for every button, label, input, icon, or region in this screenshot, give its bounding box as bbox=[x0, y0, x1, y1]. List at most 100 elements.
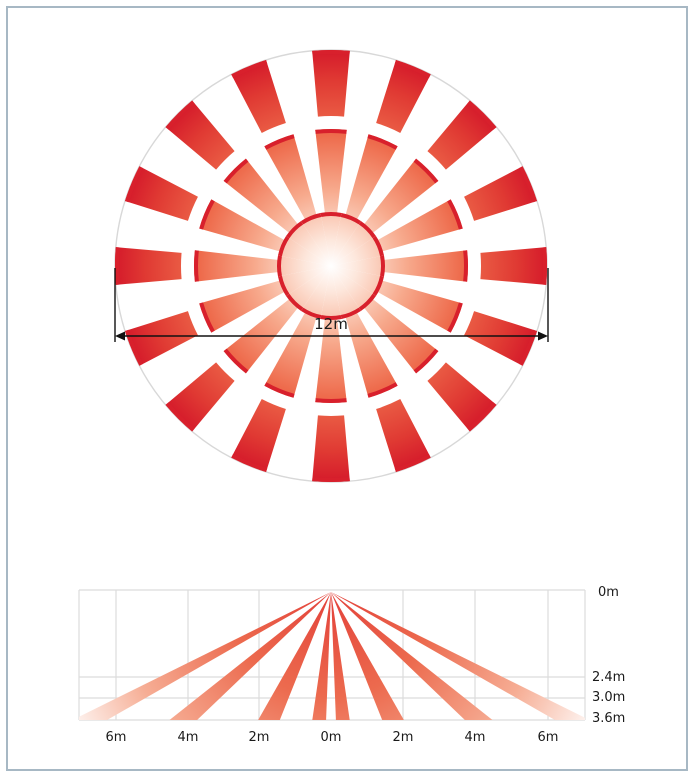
detection-zone-edge bbox=[312, 49, 350, 55]
detection-zone bbox=[331, 266, 384, 296]
detection-zone-edge bbox=[264, 134, 295, 150]
detection-zone-edge bbox=[367, 382, 398, 398]
detection-zone bbox=[331, 213, 361, 266]
height-labels: 0m 2.4m 3.0m 3.6m bbox=[592, 585, 625, 726]
distance-label: 6m bbox=[106, 730, 127, 745]
detection-zone bbox=[427, 100, 497, 170]
detection-zone bbox=[125, 166, 198, 221]
detection-zone-edge bbox=[286, 221, 304, 239]
distance-label: 2m bbox=[249, 730, 270, 745]
detection-zone-edge bbox=[340, 307, 362, 319]
detection-zone bbox=[277, 255, 331, 277]
detection-zone-edge bbox=[519, 166, 538, 203]
detection-zone-edge bbox=[320, 315, 342, 320]
detection-zone bbox=[331, 221, 376, 266]
detection-zone bbox=[331, 250, 468, 282]
detection-zone bbox=[125, 311, 198, 366]
distance-label: 4m bbox=[465, 730, 486, 745]
detection-zone bbox=[320, 212, 342, 266]
detection-zone bbox=[320, 266, 342, 320]
detection-zone-edge bbox=[231, 454, 268, 473]
detection-zone bbox=[331, 266, 361, 319]
detection-zone-edge bbox=[277, 255, 282, 277]
height-label: 3.6m bbox=[592, 711, 625, 726]
detection-zone bbox=[427, 362, 497, 432]
detection-zone bbox=[312, 49, 350, 117]
detection-zone bbox=[278, 236, 331, 266]
detection-zone-edge bbox=[372, 275, 384, 297]
detection-zone-edge bbox=[447, 302, 463, 333]
height-label: 0m bbox=[598, 585, 619, 600]
side-beam bbox=[331, 592, 404, 720]
detection-zone-edge bbox=[467, 100, 497, 130]
arrow-right-icon bbox=[538, 331, 548, 341]
arrow-left-icon bbox=[115, 331, 125, 341]
detection-zone bbox=[312, 415, 350, 483]
diameter-label: 12m bbox=[314, 315, 348, 333]
detection-zone-edge bbox=[519, 329, 538, 366]
detection-zone bbox=[331, 266, 376, 311]
side-beam bbox=[169, 592, 331, 720]
detection-zone-edge bbox=[124, 166, 143, 203]
side-beam bbox=[258, 592, 331, 720]
side-beam bbox=[79, 592, 331, 720]
detection-zone bbox=[231, 60, 286, 133]
detection-zone bbox=[331, 236, 384, 266]
detection-zone bbox=[464, 311, 537, 366]
top-view bbox=[114, 49, 548, 483]
side-beam bbox=[331, 592, 493, 720]
distance-label: 0m bbox=[321, 730, 342, 745]
side-beams bbox=[79, 592, 585, 720]
detection-zone-edge bbox=[340, 213, 362, 225]
detection-zone bbox=[376, 60, 431, 133]
detection-zone-edge bbox=[199, 199, 215, 230]
height-label: 2.4m bbox=[592, 670, 625, 685]
width-dimension: 12m bbox=[114, 268, 549, 342]
detection-zone bbox=[278, 266, 331, 296]
detection-zone bbox=[376, 399, 431, 472]
detection-zone-edge bbox=[367, 134, 398, 150]
detection-zone-edge bbox=[231, 59, 268, 78]
detection-zone-edge bbox=[542, 247, 548, 285]
detection-zone-edge bbox=[223, 158, 249, 184]
detection-zone bbox=[301, 213, 331, 266]
detection-zone-edge bbox=[264, 382, 295, 398]
detection-zone bbox=[194, 250, 331, 282]
detection-zone-edge bbox=[315, 128, 347, 134]
detection-zone-edge bbox=[358, 221, 376, 239]
distance-labels: 6m 4m 2m 0m 2m 4m 6m bbox=[106, 730, 559, 745]
detection-zone bbox=[165, 362, 235, 432]
detection-zone-edge bbox=[413, 158, 439, 184]
detection-zone bbox=[315, 266, 347, 403]
detection-zone-edge bbox=[312, 477, 350, 483]
distance-label: 4m bbox=[178, 730, 199, 745]
frame bbox=[6, 6, 688, 771]
detection-zone bbox=[301, 266, 331, 319]
detection-zone-edge bbox=[165, 402, 195, 432]
detection-zone bbox=[286, 221, 331, 266]
detection-zone bbox=[165, 100, 235, 170]
detection-zone bbox=[231, 399, 286, 472]
detection-zone-edge bbox=[278, 275, 290, 297]
detection-zone-edge bbox=[394, 454, 431, 473]
detection-zone-edge bbox=[447, 199, 463, 230]
height-label: 3.0m bbox=[592, 690, 625, 705]
detection-zone-edge bbox=[199, 302, 215, 333]
distance-label: 2m bbox=[393, 730, 414, 745]
side-beam bbox=[312, 592, 331, 720]
side-beam bbox=[331, 592, 350, 720]
detection-zone bbox=[464, 166, 537, 221]
detection-zone bbox=[114, 247, 182, 285]
side-beam bbox=[331, 592, 585, 720]
detection-zone-edge bbox=[413, 348, 439, 374]
detection-zone-edge bbox=[300, 213, 322, 225]
detection-zone-edge bbox=[223, 348, 249, 374]
detection-zone-edge bbox=[463, 250, 469, 282]
detection-zone bbox=[331, 255, 385, 277]
detection-zone-edge bbox=[124, 329, 143, 366]
detection-zones bbox=[114, 49, 548, 483]
detection-zone-edge bbox=[165, 100, 195, 130]
detection-zone-edge bbox=[467, 402, 497, 432]
detection-zone bbox=[286, 266, 331, 311]
